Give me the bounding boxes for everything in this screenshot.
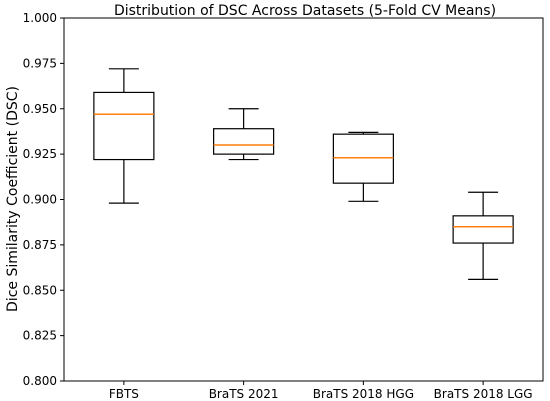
y-tick-label: 0.900 [23,193,57,207]
y-tick-label: 0.925 [23,147,57,161]
y-tick-label: 0.850 [23,283,57,297]
x-tick-label: BraTS 2018 LGG [434,387,533,401]
iqr-box [213,128,275,155]
iqr-box [452,215,514,244]
y-tick-label: 0.825 [23,329,57,343]
y-tick-label: 0.950 [23,102,57,116]
plot-area: 0.800 0.825 0.850 0.875 0.900 0.925 0.950 0.975… [23,11,544,401]
iqr-box [332,133,394,184]
y-axis-title: Dice Similarity Coefficient (DSC) [5,86,21,312]
x-tick-label: BraTS 2021 [209,387,279,401]
plot-frame [63,17,544,382]
y-tick-label: 1.000 [23,11,57,25]
iqr-box [93,91,155,161]
y-tick-label: 0.975 [23,56,57,70]
chart-title: Distribution of DSC Across Datasets (5-F… [114,3,496,19]
x-tick-label: FBTS [109,387,139,401]
y-tick-label: 0.875 [23,238,57,252]
x-tick-label: BraTS 2018 HGG [313,387,414,401]
y-tick-label: 0.800 [23,374,57,388]
